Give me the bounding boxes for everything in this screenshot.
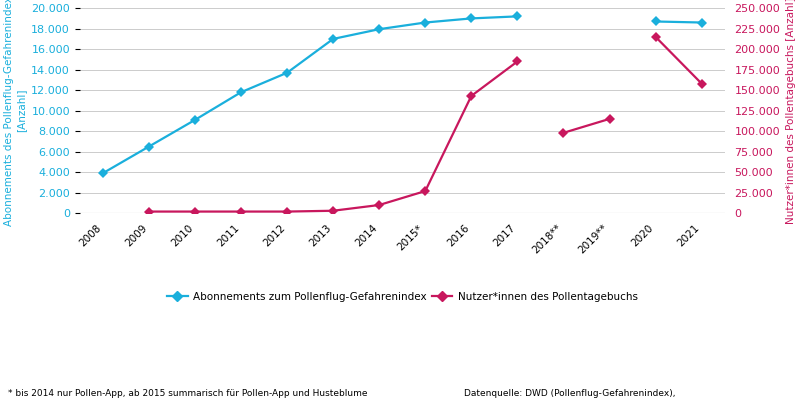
Legend: Abonnements zum Pollenflug-Gefahrenindex, Nutzer*innen des Pollentagebuchs: Abonnements zum Pollenflug-Gefahrenindex…: [162, 288, 642, 306]
Text: Datenquelle: DWD (Pollenflug-Gefahrenindex),: Datenquelle: DWD (Pollenflug-Gefahrenind…: [464, 389, 675, 398]
Text: * bis 2014 nur Pollen-App, ab 2015 summarisch für Pollen-App und Husteblume: * bis 2014 nur Pollen-App, ab 2015 summa…: [8, 389, 367, 398]
Y-axis label: Nutzer*innen des Pollentagebuchs [Anzahl]: Nutzer*innen des Pollentagebuchs [Anzahl…: [786, 0, 796, 224]
Y-axis label: Abonnements des Pollenflug-Gefahrenindex
[Anzahl]: Abonnements des Pollenflug-Gefahrenindex…: [4, 0, 26, 226]
